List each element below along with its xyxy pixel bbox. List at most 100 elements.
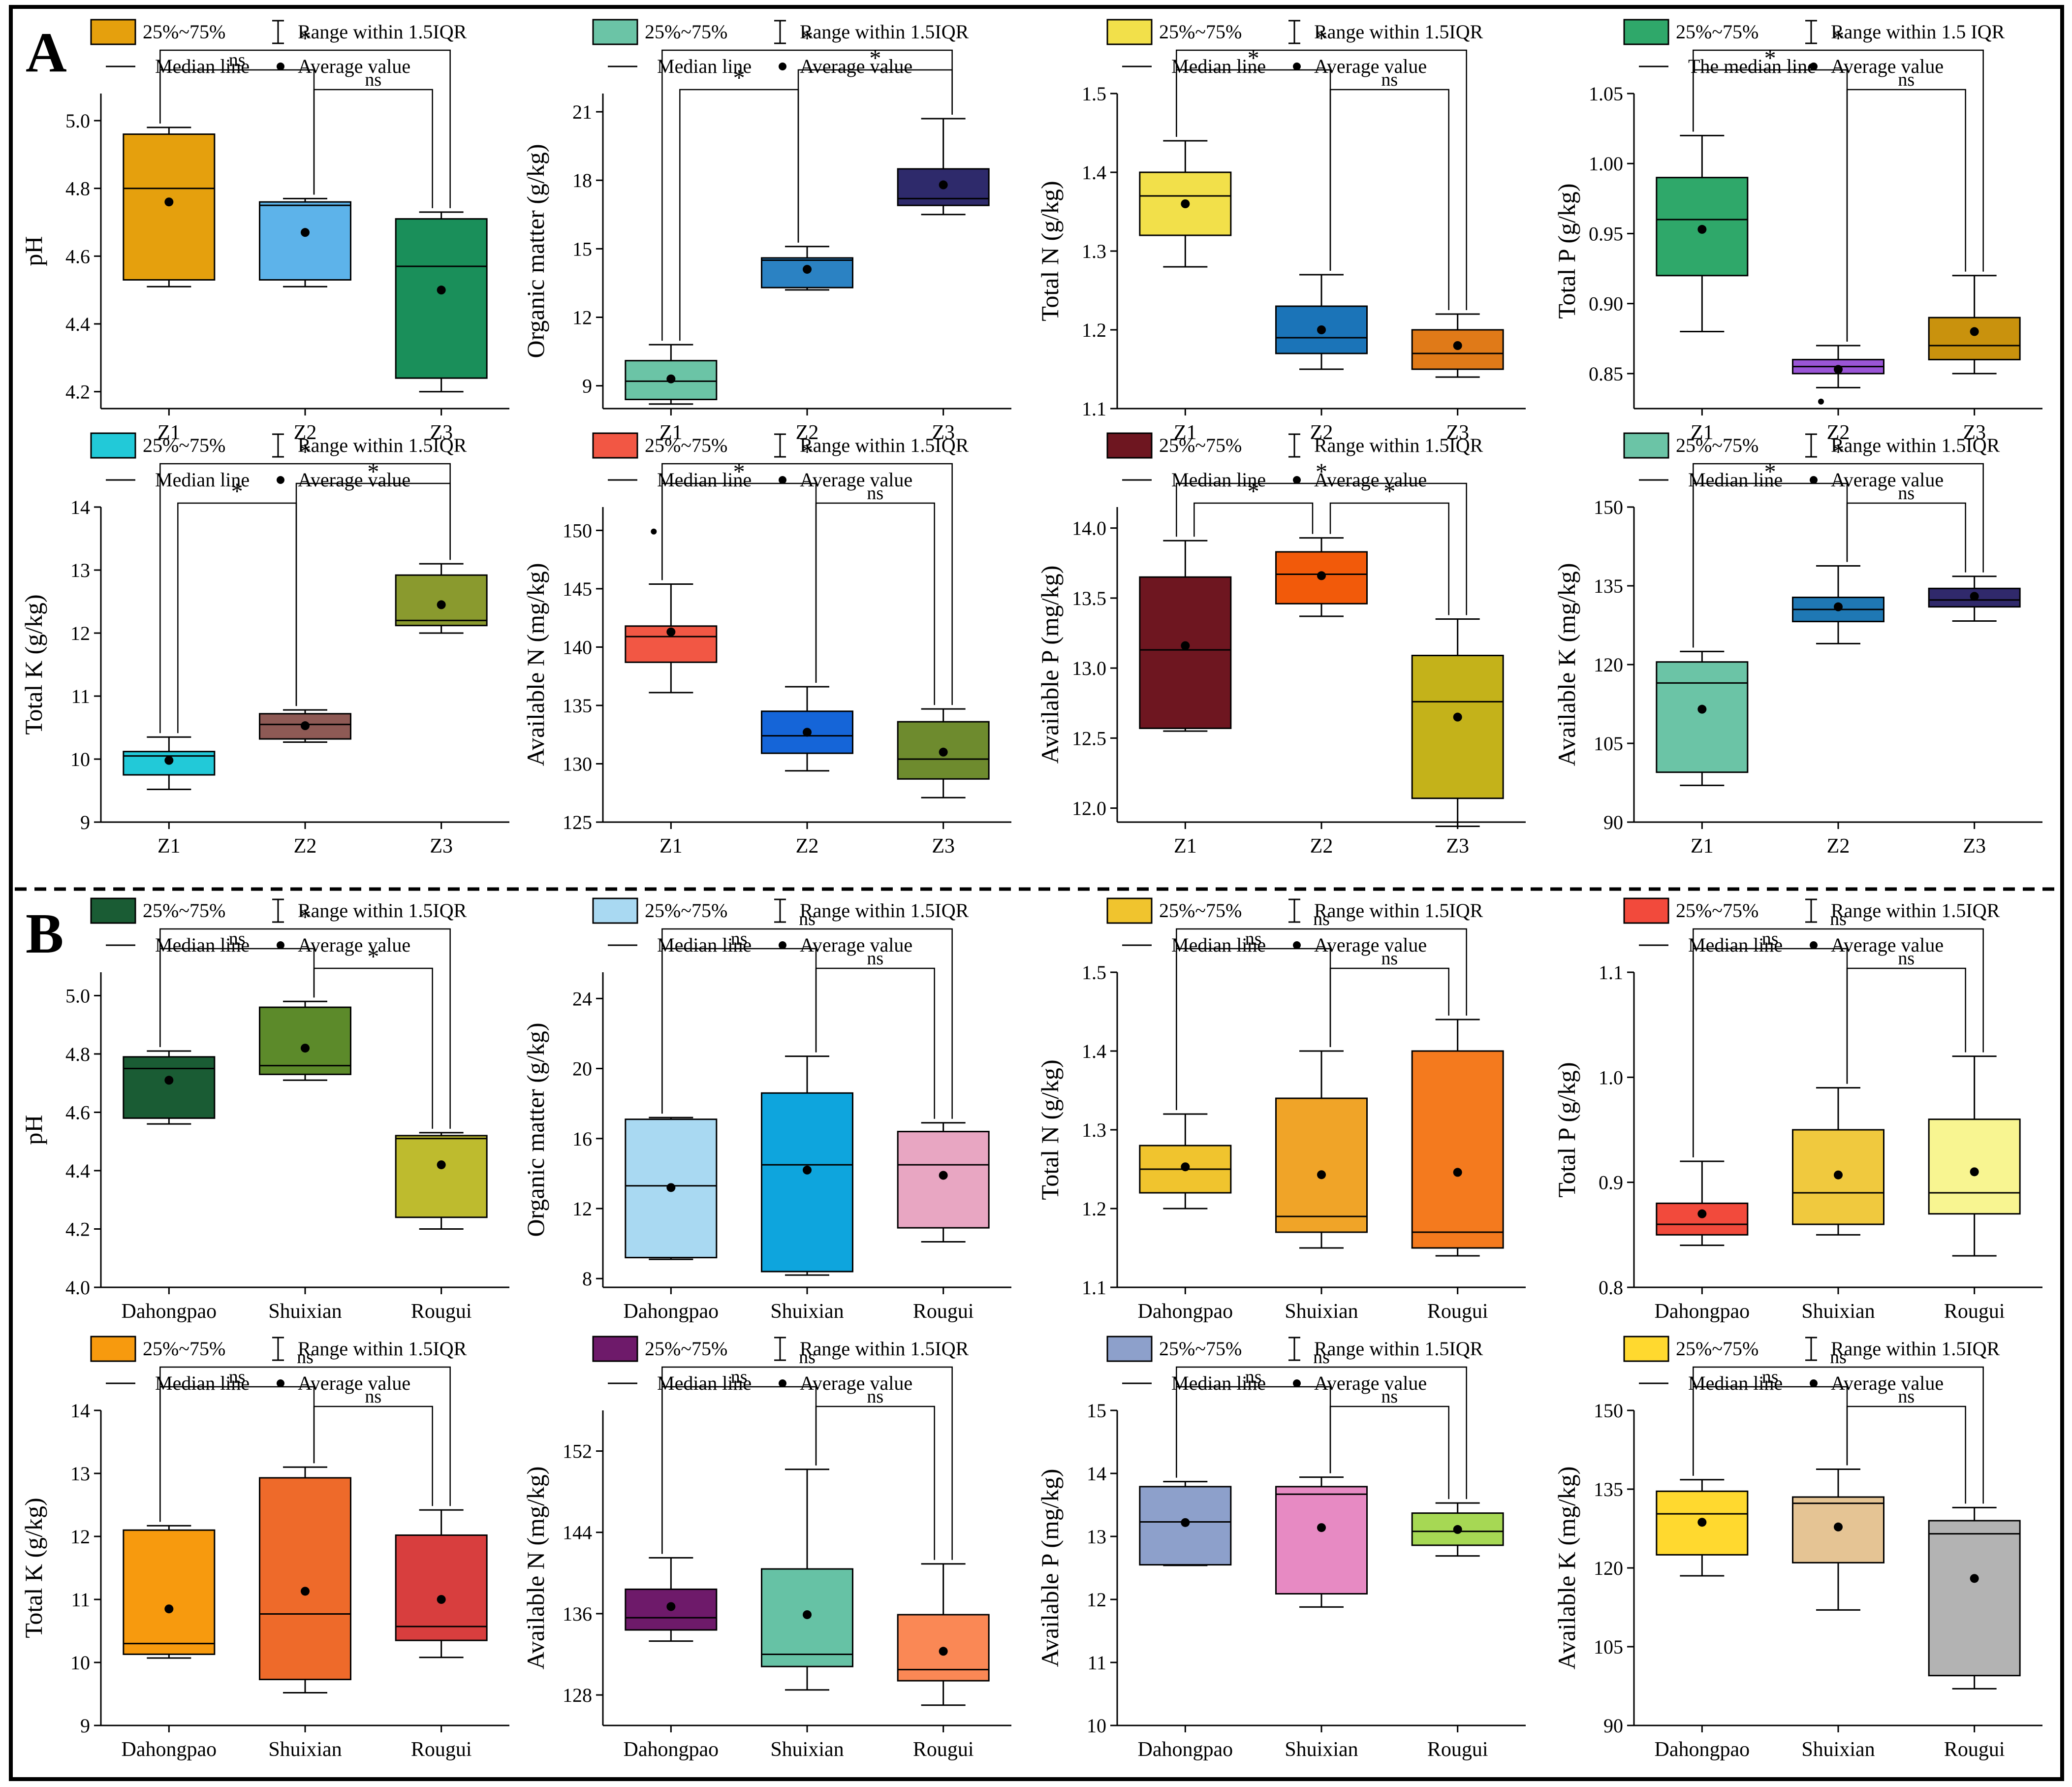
legend-iqr-text: 25%~75% [645, 434, 727, 456]
x-tick-label: Z2 [1827, 835, 1850, 858]
y-tick-label: 18 [572, 169, 592, 191]
box-Z1 [123, 736, 216, 790]
significance-label: ns [1313, 909, 1330, 929]
mean-point [1317, 1170, 1326, 1180]
chart-A-AK: 25%~75% Range within 1.5IQR Median line Ave… [1553, 432, 2042, 858]
y-axis-label: Available P (mg/kg) [1036, 566, 1064, 764]
x-tick-label: Z3 [430, 835, 453, 858]
legend-iqr-text: 25%~75% [1676, 434, 1758, 456]
box-Dahongpao [1139, 1113, 1232, 1210]
y-tick-label: 24 [572, 988, 592, 1010]
legend-median-text: Median line [1171, 934, 1266, 956]
y-tick-label: 10 [1087, 1715, 1106, 1737]
significance-label: ns [1830, 1347, 1847, 1368]
box-Shuixian [259, 1466, 351, 1693]
box-Dahongpao [1139, 1481, 1232, 1566]
y-tick-label: 125 [563, 811, 592, 833]
box-Rougui [1411, 1502, 1504, 1557]
x-tick-label: Rougui [1944, 1738, 2005, 1761]
bracket-line [661, 928, 953, 1119]
legend-swatch [90, 19, 136, 45]
significance-label: ns [1898, 69, 1915, 90]
legend-swatch [1623, 1336, 1669, 1362]
chart-B-TP: 25%~75% Range within 1.5IQR Median line Ave… [1553, 897, 2042, 1323]
y-tick-label: 15 [572, 238, 592, 260]
x-tick-label: Z3 [1446, 835, 1469, 858]
y-tick-label: 4.6 [65, 245, 90, 267]
y-tick-label: 105 [1594, 733, 1623, 755]
legend-mean-text: Average value [1831, 934, 1944, 956]
mean-point [1317, 1523, 1326, 1532]
mean-point [1970, 1574, 1979, 1583]
legend-mean-text: Average value [800, 55, 912, 77]
y-axis-label: Total N (g/kg) [1036, 181, 1064, 321]
mean-point [1453, 341, 1462, 350]
box-Z2 [1275, 274, 1368, 370]
legend: 25%~75% Range within 1.5IQR Median line Ave… [592, 1336, 969, 1394]
legend-mean-icon [277, 1379, 284, 1387]
charts-container: 25%~75% Range within 1.5IQR Median line Ave… [20, 19, 2042, 1761]
box-Z2 [761, 686, 853, 772]
significance-label: ns [1898, 948, 1915, 969]
y-tick-label: 145 [563, 578, 592, 600]
legend-mean-text: Average value [1831, 469, 1944, 491]
figure-border [9, 5, 2064, 1781]
mean-point [1181, 199, 1190, 208]
bracket-line [1193, 502, 1314, 537]
legend-swatch [90, 1336, 136, 1362]
y-tick-label: 1.00 [1589, 153, 1623, 175]
box-Z2 [1275, 537, 1368, 617]
y-axis-label: Available N (mg/kg) [522, 563, 549, 766]
legend-mean-icon [1293, 476, 1301, 484]
bracket-line [1846, 1405, 1966, 1504]
y-tick-label: 1.3 [1082, 1119, 1106, 1141]
y-tick-label: 12 [1087, 1589, 1106, 1611]
x-tick-label: Dahongpao [1138, 1300, 1233, 1323]
legend-iqr-text: 25%~75% [143, 1338, 225, 1360]
x-tick-label: Z2 [294, 835, 317, 858]
legend-swatch [592, 897, 638, 924]
x-tick-label: Z3 [932, 835, 955, 858]
legend: 25%~75% Range within 1.5 IQR The median li… [1623, 19, 2005, 77]
y-tick-label: 120 [1594, 654, 1623, 676]
legend-swatch [592, 432, 638, 459]
x-tick-label: Z1 [1174, 421, 1197, 444]
y-tick-label: 4.8 [65, 1043, 90, 1065]
legend-mean-icon [277, 941, 284, 949]
y-tick-label: 135 [563, 695, 592, 717]
y-tick-label: 4.2 [65, 381, 90, 403]
legend-mean-text: Average value [1314, 469, 1427, 491]
box-Shuixian [1792, 1468, 1884, 1611]
y-tick-label: 120 [1594, 1557, 1623, 1579]
legend: 25%~75% Range within 1.5IQR Median line Ave… [592, 897, 969, 956]
box-Dahongpao [123, 1050, 216, 1125]
mean-point [1970, 1167, 1979, 1177]
legend-iqr-text: 25%~75% [143, 21, 225, 43]
legend-mean-text: Average value [1314, 1372, 1427, 1394]
significance-label: * [299, 439, 311, 465]
legend-mean-text: Average value [298, 469, 410, 491]
y-axis-label: Total N (g/kg) [1036, 1059, 1064, 1200]
box-Z1 [1139, 140, 1232, 268]
significance-bracket: ns [1846, 69, 1966, 342]
outlier-point [651, 528, 657, 535]
significance-label: ns [1245, 928, 1262, 949]
y-axis-label: Available K (mg/kg) [1553, 1467, 1580, 1670]
mean-point [1317, 325, 1326, 334]
y-tick-label: 136 [563, 1603, 592, 1625]
legend-mean-icon [277, 63, 284, 70]
legend-whisker-text: Range within 1.5IQR [800, 21, 969, 43]
legend-mean-icon [277, 476, 284, 484]
y-tick-label: 1.0 [1599, 1066, 1623, 1088]
significance-bracket: ns [159, 1347, 451, 1522]
mean-point [1453, 1525, 1462, 1534]
chart-B-AN: 25%~75% Range within 1.5IQR Median line Ave… [522, 1336, 1011, 1761]
y-tick-label: 16 [572, 1128, 592, 1150]
y-tick-label: 130 [563, 753, 592, 775]
mean-point [437, 1160, 446, 1170]
x-tick-label: Dahongpao [122, 1300, 217, 1323]
x-tick-label: Z1 [157, 421, 181, 444]
y-tick-label: 11 [1087, 1652, 1106, 1674]
box-Shuixian [259, 1000, 351, 1081]
mean-point [301, 1587, 310, 1596]
